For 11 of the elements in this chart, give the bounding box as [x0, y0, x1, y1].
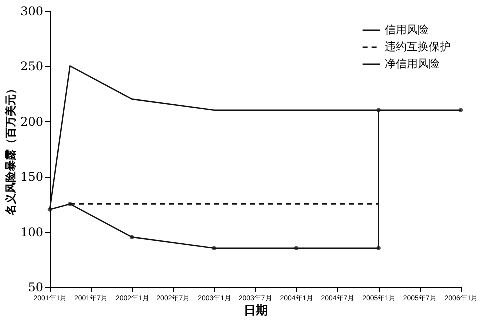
y-tick-label: 300: [20, 4, 44, 18]
y-tick-label: 250: [20, 60, 44, 74]
legend-label: 违约互换保护: [385, 40, 451, 54]
y-tick-label: 50: [28, 280, 44, 294]
y-tick-label: 200: [20, 114, 44, 129]
x-axis-title: 日期: [244, 304, 268, 318]
y-tick-label: 150: [20, 170, 44, 184]
legend-label: 净信用风险: [385, 58, 440, 70]
y-tick-label: 100: [20, 225, 44, 240]
y-axis-title: 名义风险暴露（百万美元）: [4, 84, 18, 216]
legend-label: 信用风险: [385, 24, 429, 36]
